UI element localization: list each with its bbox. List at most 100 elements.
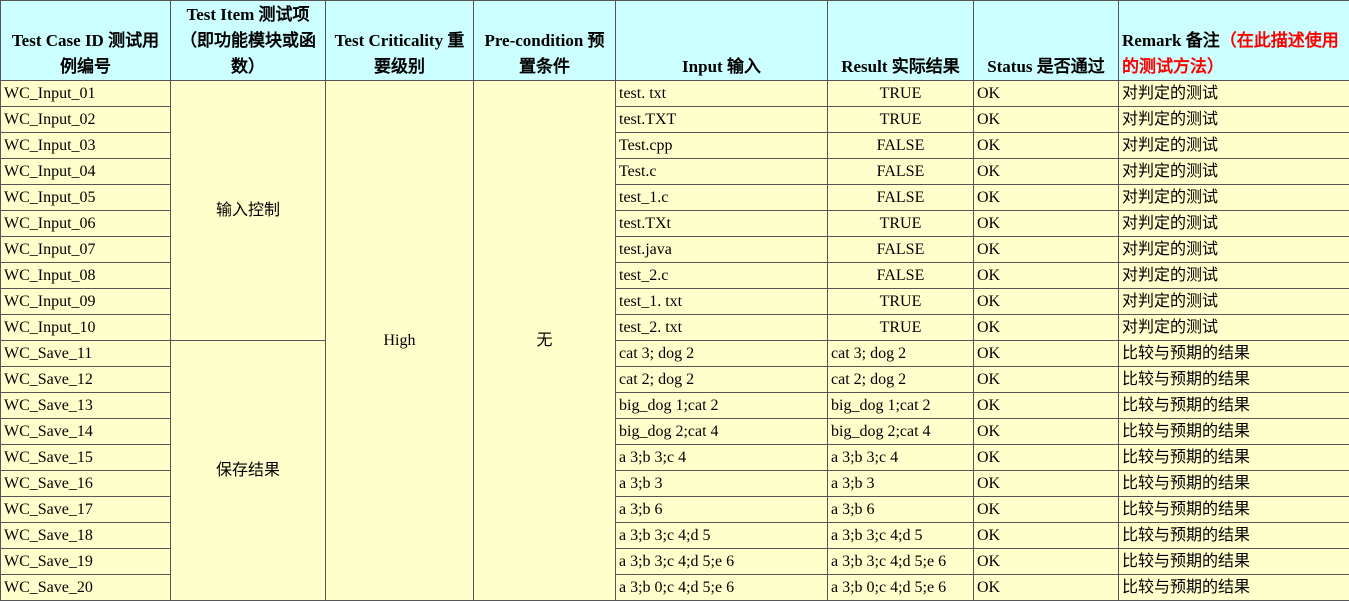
cell: cat 2; dog 2 [615,366,828,393]
cell: Test.c [615,158,828,185]
cell: big_dog 2;cat 4 [827,418,974,445]
cell: 对判定的测试 [1118,262,1349,289]
header-cell: Result 实际结果 [827,0,974,81]
cell: OK [973,158,1119,185]
cell: 对判定的测试 [1118,314,1349,341]
header-cell: Input 输入 [615,0,828,81]
cell: 比较与预期的结果 [1118,418,1349,445]
cell: FALSE [827,158,974,185]
cell: OK [973,262,1119,289]
header-cell: Test Criticality 重要级别 [325,0,474,81]
header-cell: Test Case ID 测试用例编号 [0,0,171,81]
cell: WC_Save_15 [0,444,171,471]
cell: test.TXT [615,106,828,133]
cell: OK [973,314,1119,341]
cell: 输入控制 [170,80,326,341]
header-cell: Test Item 测试项（即功能模块或函数） [170,0,326,81]
cell: TRUE [827,314,974,341]
cell: 比较与预期的结果 [1118,522,1349,549]
cell: 比较与预期的结果 [1118,340,1349,367]
cell: a 3;b 3;c 4 [615,444,828,471]
cell: 对判定的测试 [1118,210,1349,237]
row: WC_Save_11 保存结果 cat 3; dog 2 cat 3; dog 2 OK… [0,340,1349,601]
cell: test. txt [615,80,828,107]
cell: WC_Input_01 [0,80,171,107]
row: WC_Input_06 test.TXt TRUE OK 对判定的测试 [0,210,1349,237]
cell: OK [973,496,1119,523]
row: WC_Input_08 test_2.c FALSE OK 对判定的测试 [0,262,1349,289]
cell: big_dog 1;cat 2 [615,392,828,419]
cell: OK [973,392,1119,419]
cell: WC_Save_13 [0,392,171,419]
cell: 比较与预期的结果 [1118,548,1349,575]
cell: OK [973,418,1119,445]
cell: 比较与预期的结果 [1118,444,1349,471]
cell: test.java [615,236,828,263]
cell: a 3;b 3;c 4 [827,444,974,471]
cell: a 3;b 3;c 4;d 5;e 6 [827,548,974,575]
row: WC_Input_04 Test.c FALSE OK 对判定的测试 [0,158,1349,185]
header-cell: Pre-condition 预置条件 [473,0,616,81]
cell: FALSE [827,236,974,263]
cell: WC_Input_08 [0,262,171,289]
cell: OK [973,470,1119,497]
cell: OK [973,132,1119,159]
cell: OK [973,366,1119,393]
cell: 比较与预期的结果 [1118,496,1349,523]
cell: 对判定的测试 [1118,236,1349,263]
cell: WC_Input_04 [0,158,171,185]
cell: OK [973,210,1119,237]
cell: WC_Save_12 [0,366,171,393]
cell: 比较与预期的结果 [1118,574,1349,601]
cell: cat 3; dog 2 [615,340,828,367]
cell: a 3;b 6 [827,496,974,523]
header-cell: Remark 备注（在此描述使用的测试方法） [1118,0,1349,81]
cell: High [325,80,474,601]
cell: a 3;b 0;c 4;d 5;e 6 [615,574,828,601]
header-row: Test Case ID 测试用例编号 Test Item 测试项（即功能模块或… [0,0,1349,81]
cell: FALSE [827,262,974,289]
cell: 无 [473,80,616,601]
cell: 对判定的测试 [1118,184,1349,211]
cell: 比较与预期的结果 [1118,366,1349,393]
cell: WC_Save_17 [0,496,171,523]
row: WC_Input_01 输入控制 High 无 test. txt TRUE OK 对判定的测… [0,80,1349,601]
cell: OK [973,184,1119,211]
cell: cat 3; dog 2 [827,340,974,367]
cell: OK [973,522,1119,549]
cell: WC_Save_20 [0,574,171,601]
cell: 对判定的测试 [1118,132,1349,159]
cell: 对判定的测试 [1118,106,1349,133]
cell: a 3;b 0;c 4;d 5;e 6 [827,574,974,601]
cell: 对判定的测试 [1118,80,1349,107]
header-cell: Status 是否通过 [973,0,1119,81]
cell: 比较与预期的结果 [1118,392,1349,419]
row: WC_Input_10 test_2. txt TRUE OK 对判定的测试 [0,314,1349,341]
table-body: WC_Input_01 输入控制 High 无 test. txt TRUE OK 对判定的测… [0,80,1349,601]
cell: test.TXt [615,210,828,237]
cell: WC_Input_09 [0,288,171,315]
cell: OK [973,574,1119,601]
cell: FALSE [827,184,974,211]
cell: test_2. txt [615,314,828,341]
cell: OK [973,444,1119,471]
cell: OK [973,80,1119,107]
header-note: （在此描述使用的测试方法） [1122,31,1339,76]
cell: TRUE [827,288,974,315]
cell: cat 2; dog 2 [827,366,974,393]
row: WC_Save_14 big_dog 2;cat 4 big_dog 2;cat 4… [0,418,1349,445]
cell: 对判定的测试 [1118,158,1349,185]
cell: test_1.c [615,184,828,211]
cell: TRUE [827,80,974,107]
cell: 对判定的测试 [1118,288,1349,315]
row: WC_Input_07 test.java FALSE OK 对判定的测试 [0,236,1349,263]
cell: a 3;b 3;c 4;d 5;e 6 [615,548,828,575]
row: WC_Input_02 test.TXT TRUE OK 对判定的测试 [0,106,1349,133]
row: WC_Save_13 big_dog 1;cat 2 big_dog 1;cat 2… [0,392,1349,419]
cell: WC_Save_19 [0,548,171,575]
